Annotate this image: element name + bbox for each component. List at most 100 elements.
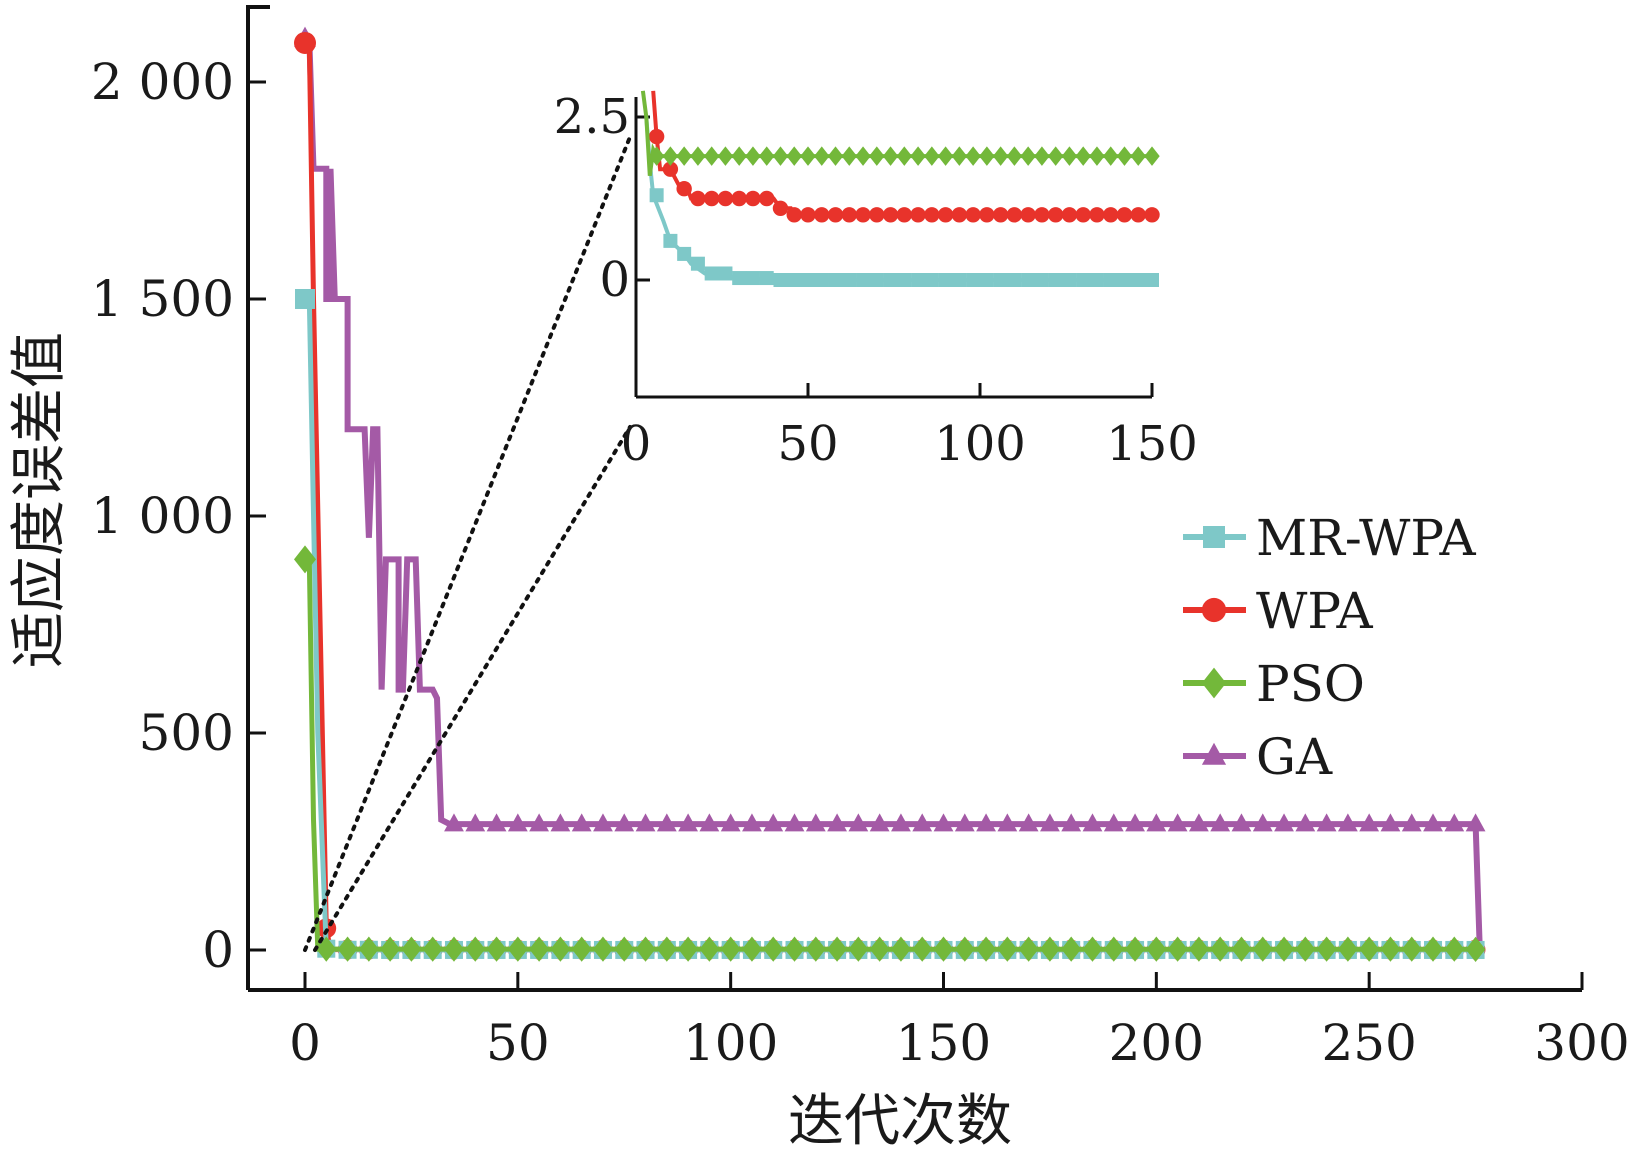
series-marker bbox=[966, 273, 981, 287]
series-marker bbox=[1076, 273, 1091, 287]
series-marker bbox=[951, 146, 968, 166]
series-marker bbox=[1423, 813, 1443, 832]
series-marker bbox=[444, 813, 464, 832]
series-marker bbox=[656, 936, 677, 962]
series-marker bbox=[1116, 207, 1133, 223]
series-marker bbox=[1316, 813, 1337, 832]
series-marker bbox=[856, 273, 871, 287]
legend-item-wpa: WPA bbox=[1183, 582, 1373, 640]
series-marker bbox=[1316, 936, 1337, 962]
series-marker bbox=[1034, 273, 1049, 287]
series-marker bbox=[294, 31, 316, 54]
series-marker bbox=[742, 936, 762, 962]
series-marker bbox=[842, 273, 857, 287]
series-marker bbox=[1082, 936, 1103, 962]
series-marker bbox=[912, 936, 933, 962]
legend-item-ga: GA bbox=[1183, 728, 1333, 786]
series-marker bbox=[763, 936, 784, 962]
series-marker bbox=[1103, 273, 1118, 287]
series-marker bbox=[731, 146, 747, 166]
series-marker bbox=[993, 273, 1008, 287]
series-marker bbox=[1189, 813, 1209, 832]
series-marker bbox=[593, 936, 613, 962]
series-marker bbox=[848, 936, 869, 962]
series-marker bbox=[1145, 273, 1159, 287]
series-marker bbox=[614, 936, 635, 962]
series-marker bbox=[869, 813, 890, 832]
series-marker bbox=[869, 207, 885, 223]
series-marker bbox=[896, 207, 913, 223]
series-marker bbox=[759, 271, 774, 286]
series-marker bbox=[465, 813, 486, 832]
series-marker bbox=[677, 246, 692, 261]
series-marker bbox=[1337, 813, 1358, 832]
series-marker bbox=[1018, 813, 1039, 832]
series-marker bbox=[924, 146, 940, 166]
series-marker bbox=[1131, 273, 1146, 287]
series-marker bbox=[529, 936, 550, 962]
series-marker bbox=[1047, 146, 1064, 166]
main-y-tick-label: 500 bbox=[139, 704, 234, 762]
series-marker bbox=[1465, 936, 1486, 962]
series-marker bbox=[745, 271, 760, 286]
series-marker bbox=[979, 146, 995, 166]
series-marker bbox=[773, 273, 788, 287]
series-marker bbox=[1210, 813, 1231, 832]
series-marker bbox=[1231, 936, 1252, 962]
series-marker bbox=[1401, 936, 1422, 962]
series-marker bbox=[1465, 813, 1486, 832]
series-marker bbox=[784, 813, 805, 832]
series-marker bbox=[1062, 273, 1077, 287]
series-marker bbox=[951, 207, 968, 223]
series-line bbox=[640, 90, 1152, 176]
series-marker bbox=[855, 146, 871, 166]
series-marker bbox=[938, 273, 953, 287]
series-marker bbox=[965, 146, 981, 166]
main-x-tick-label: 150 bbox=[896, 1014, 991, 1072]
series-marker bbox=[699, 813, 720, 832]
series-marker bbox=[593, 813, 613, 832]
series-marker bbox=[1130, 146, 1146, 166]
series-line bbox=[305, 35, 1483, 951]
series-marker bbox=[869, 273, 884, 287]
series-marker bbox=[635, 813, 656, 832]
series-marker bbox=[1167, 813, 1188, 832]
series-marker bbox=[883, 273, 898, 287]
series-marker bbox=[1359, 813, 1380, 832]
legend-item-pso: PSO bbox=[1183, 655, 1365, 713]
series-marker bbox=[529, 813, 550, 832]
series-marker bbox=[1295, 936, 1316, 962]
series-marker bbox=[814, 146, 830, 166]
series-marker bbox=[979, 273, 994, 287]
main-y-tick-label: 2 000 bbox=[91, 53, 234, 111]
series-marker bbox=[1125, 936, 1145, 962]
zoom-connector-lines bbox=[303, 135, 632, 952]
series-marker bbox=[1144, 146, 1160, 166]
series-marker bbox=[1075, 146, 1091, 166]
series-marker bbox=[676, 181, 692, 197]
series-marker bbox=[678, 936, 698, 962]
series-marker bbox=[828, 273, 843, 287]
series-marker bbox=[1006, 207, 1023, 223]
series-marker bbox=[1359, 936, 1380, 962]
y-axis-title: 适应度误差值 bbox=[7, 332, 72, 668]
series-marker bbox=[731, 190, 747, 207]
series-marker bbox=[912, 813, 933, 832]
series-marker bbox=[910, 146, 926, 166]
series-marker bbox=[1146, 813, 1167, 832]
series-marker bbox=[550, 936, 571, 962]
series-marker bbox=[1444, 813, 1465, 832]
series-marker bbox=[717, 146, 734, 166]
series-marker bbox=[648, 128, 665, 145]
main-y-tick-label: 1 500 bbox=[91, 270, 234, 328]
series-marker bbox=[1020, 207, 1036, 223]
series-marker bbox=[1007, 273, 1022, 287]
series-marker bbox=[380, 936, 401, 962]
series-marker bbox=[1201, 667, 1227, 699]
series-marker bbox=[401, 936, 422, 962]
series-marker bbox=[882, 146, 899, 166]
series-marker bbox=[294, 545, 316, 574]
series-marker bbox=[800, 207, 816, 223]
series-marker bbox=[924, 207, 940, 223]
series-marker bbox=[787, 273, 802, 287]
